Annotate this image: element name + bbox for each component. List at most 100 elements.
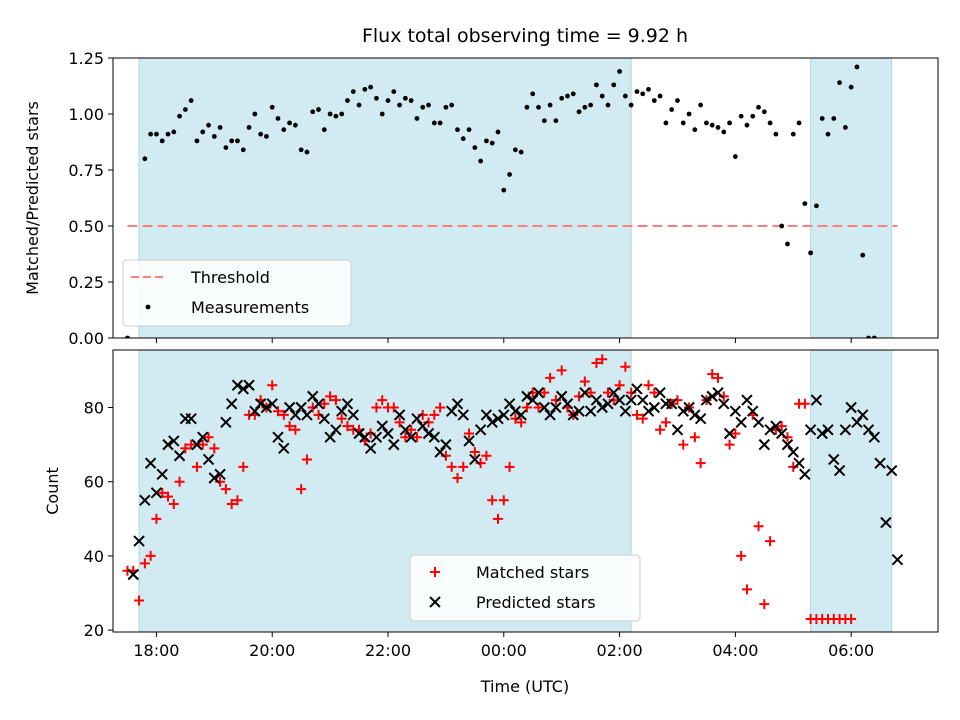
- data-point: [712, 386, 724, 399]
- data-point: [655, 424, 666, 435]
- data-point: [364, 442, 377, 455]
- data-point: [327, 111, 333, 117]
- data-point: [689, 409, 701, 421]
- data-point: [495, 129, 501, 135]
- y-tick-label: 80: [84, 399, 104, 418]
- data-point: [545, 372, 556, 383]
- data-point: [405, 431, 417, 443]
- data-point: [220, 416, 232, 429]
- data-point: [671, 424, 684, 436]
- data-point: [370, 431, 383, 443]
- data-point: [235, 138, 240, 144]
- data-point: [139, 558, 150, 569]
- data-point: [695, 458, 706, 469]
- data-point: [773, 131, 779, 137]
- data-point: [260, 401, 273, 414]
- data-point: [185, 412, 197, 425]
- data-point: [804, 424, 817, 436]
- data-point: [729, 405, 742, 417]
- data-point: [723, 427, 736, 440]
- data-point: [319, 398, 330, 409]
- data-point: [509, 405, 522, 417]
- legend-label: Threshold: [190, 268, 270, 287]
- data-point: [411, 412, 423, 425]
- data-point: [168, 498, 179, 509]
- data-point: [307, 390, 319, 403]
- data-point: [240, 147, 246, 153]
- data-point: [472, 145, 478, 151]
- data-point: [399, 424, 412, 436]
- data-point: [669, 107, 675, 112]
- data-point: [654, 386, 666, 399]
- data-point: [208, 472, 221, 484]
- data-point: [391, 89, 397, 94]
- data-point: [515, 409, 527, 421]
- data-point: [785, 241, 790, 247]
- data-point: [356, 102, 362, 108]
- data-point: [732, 154, 738, 159]
- data-point: [414, 116, 420, 121]
- data-point: [493, 513, 503, 524]
- data-point: [435, 402, 446, 413]
- data-point: [458, 461, 469, 472]
- data-point: [180, 443, 191, 454]
- data-point: [625, 394, 637, 406]
- y-tick-label: 0.25: [68, 273, 104, 292]
- data-point: [637, 394, 649, 406]
- data-point: [330, 395, 341, 406]
- data-point: [628, 102, 634, 108]
- counts-panel: 18:00 20:00 22:00 00:00 02:00 04:00 06:00 20 40 6…: [43, 349, 939, 660]
- chart-title: Flux total observing time = 9.92 h: [362, 25, 688, 47]
- data-point: [854, 64, 860, 70]
- data-point: [437, 120, 443, 126]
- data-point: [330, 424, 342, 436]
- data-point: [741, 584, 752, 595]
- data-point: [550, 401, 562, 414]
- data-point: [689, 432, 700, 443]
- data-point: [781, 438, 794, 451]
- series-predicted-stars: [127, 379, 904, 581]
- data-point: [163, 491, 173, 502]
- data-point: [394, 417, 405, 428]
- data-point: [498, 495, 509, 506]
- data-point: [275, 116, 281, 121]
- data-point: [406, 424, 417, 435]
- data-point: [880, 516, 892, 529]
- data-point: [594, 82, 599, 88]
- data-point: [333, 113, 339, 119]
- data-point: [298, 147, 304, 153]
- data-point: [310, 109, 316, 115]
- data-point: [678, 439, 689, 450]
- data-point: [611, 82, 617, 88]
- data-point: [613, 394, 626, 406]
- data-point: [377, 395, 388, 406]
- legend-box: [409, 554, 641, 622]
- data-point: [713, 372, 723, 383]
- data-point: [507, 172, 512, 177]
- data-point: [174, 476, 185, 487]
- y-tick-label: 60: [84, 473, 104, 492]
- data-point: [775, 427, 788, 440]
- data-point: [718, 398, 730, 410]
- data-point: [162, 438, 174, 451]
- data-point: [756, 104, 761, 110]
- data-point: [188, 98, 194, 103]
- legend-label: Predicted stars: [476, 593, 596, 612]
- y-tick-label: 0.00: [68, 329, 104, 348]
- data-point: [765, 536, 776, 547]
- data-point: [350, 89, 356, 94]
- data-point: [532, 386, 545, 399]
- data-point: [312, 398, 325, 410]
- data-point: [793, 457, 805, 469]
- x-tick-label: 04:00: [712, 641, 758, 660]
- data-point: [194, 138, 200, 144]
- data-point: [665, 398, 678, 410]
- data-point: [692, 127, 698, 133]
- data-point: [489, 140, 495, 146]
- data-point: [559, 95, 565, 101]
- data-point: [287, 120, 292, 126]
- data-point: [799, 468, 811, 481]
- data-point: [885, 464, 898, 477]
- legend-label: Measurements: [191, 298, 309, 317]
